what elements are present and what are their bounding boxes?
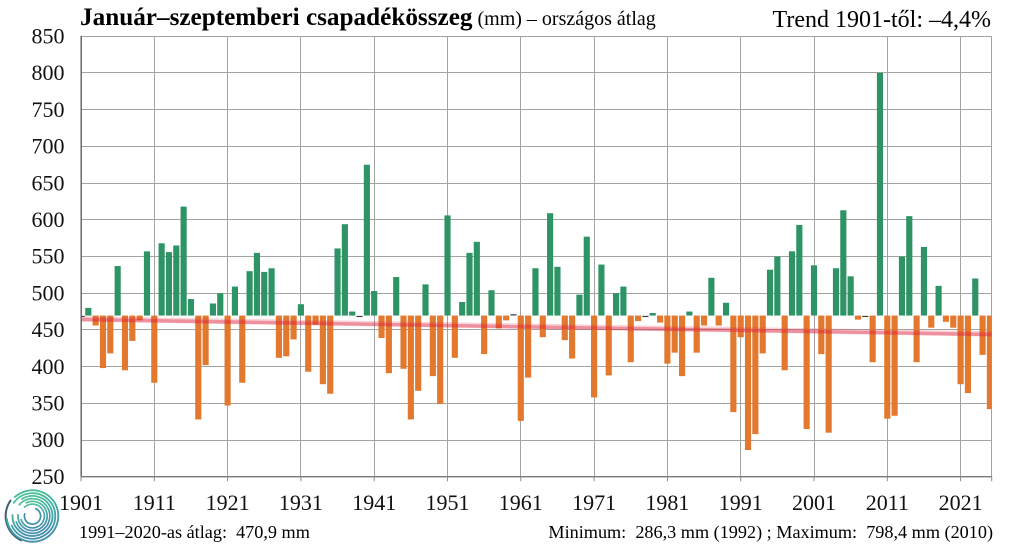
svg-text:Január–szeptemberi csapadéköss: Január–szeptemberi csapadékösszeg (mm) –… [80,4,656,31]
svg-text:1991: 1991 [719,490,763,515]
svg-text:300: 300 [32,427,65,452]
svg-text:1981: 1981 [645,490,689,515]
svg-text:550: 550 [32,244,65,269]
svg-text:1931: 1931 [279,490,323,515]
svg-text:1901: 1901 [59,490,103,515]
svg-text:600: 600 [32,207,65,232]
svg-text:1991–2020-as átlag: 470,9 mm: 1991–2020-as átlag: 470,9 mm [79,522,310,542]
svg-text:1971: 1971 [572,490,616,515]
svg-text:1951: 1951 [426,490,470,515]
svg-text:650: 650 [32,170,65,195]
svg-text:850: 850 [32,24,65,49]
svg-text:350: 350 [32,391,65,416]
svg-text:2011: 2011 [866,490,909,515]
svg-text:800: 800 [32,60,65,85]
svg-text:250: 250 [32,464,65,489]
svg-text:Trend 1901-től: –4,4%: Trend 1901-től: –4,4% [773,7,991,33]
svg-text:700: 700 [32,134,65,159]
svg-text:Minimum: 286,3 mm (1992) ; Max: Minimum: 286,3 mm (1992) ; Maximum: 798,… [548,522,993,543]
svg-text:500: 500 [32,280,65,305]
svg-text:2021: 2021 [939,490,983,515]
svg-text:450: 450 [32,317,65,342]
svg-text:1961: 1961 [499,490,543,515]
svg-text:1911: 1911 [133,490,176,515]
svg-text:1921: 1921 [206,490,250,515]
svg-text:750: 750 [32,97,65,122]
svg-text:1941: 1941 [352,490,396,515]
svg-text:2001: 2001 [792,490,836,515]
svg-text:400: 400 [32,354,65,379]
